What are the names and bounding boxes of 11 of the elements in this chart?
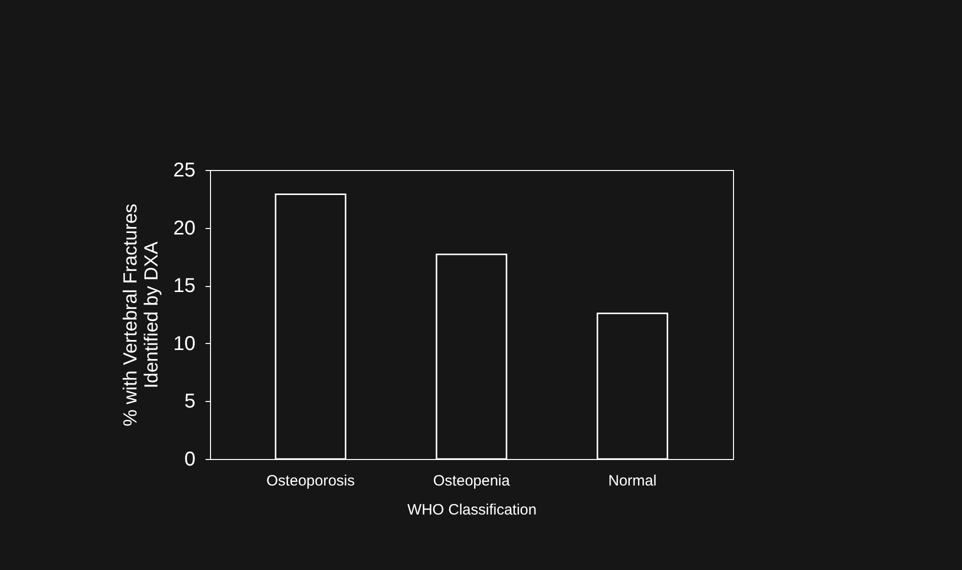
x-tick-label: Normal [608, 472, 657, 490]
x-tick-label: Osteoporosis [266, 472, 355, 490]
y-tick-label: 10 [173, 332, 196, 355]
y-tick-label: 5 [184, 390, 196, 413]
x-axis-title: WHO Classification [407, 502, 537, 518]
y-tick-label: 15 [173, 275, 196, 298]
x-tick-label: Osteopenia [433, 472, 511, 490]
y-tick-label: 25 [173, 160, 196, 182]
y-axis-title: % with Vertebral Fractures Identified by DXA [120, 204, 162, 426]
y-tick-label: 0 [184, 448, 196, 470]
y-tick-label: 20 [173, 217, 196, 240]
